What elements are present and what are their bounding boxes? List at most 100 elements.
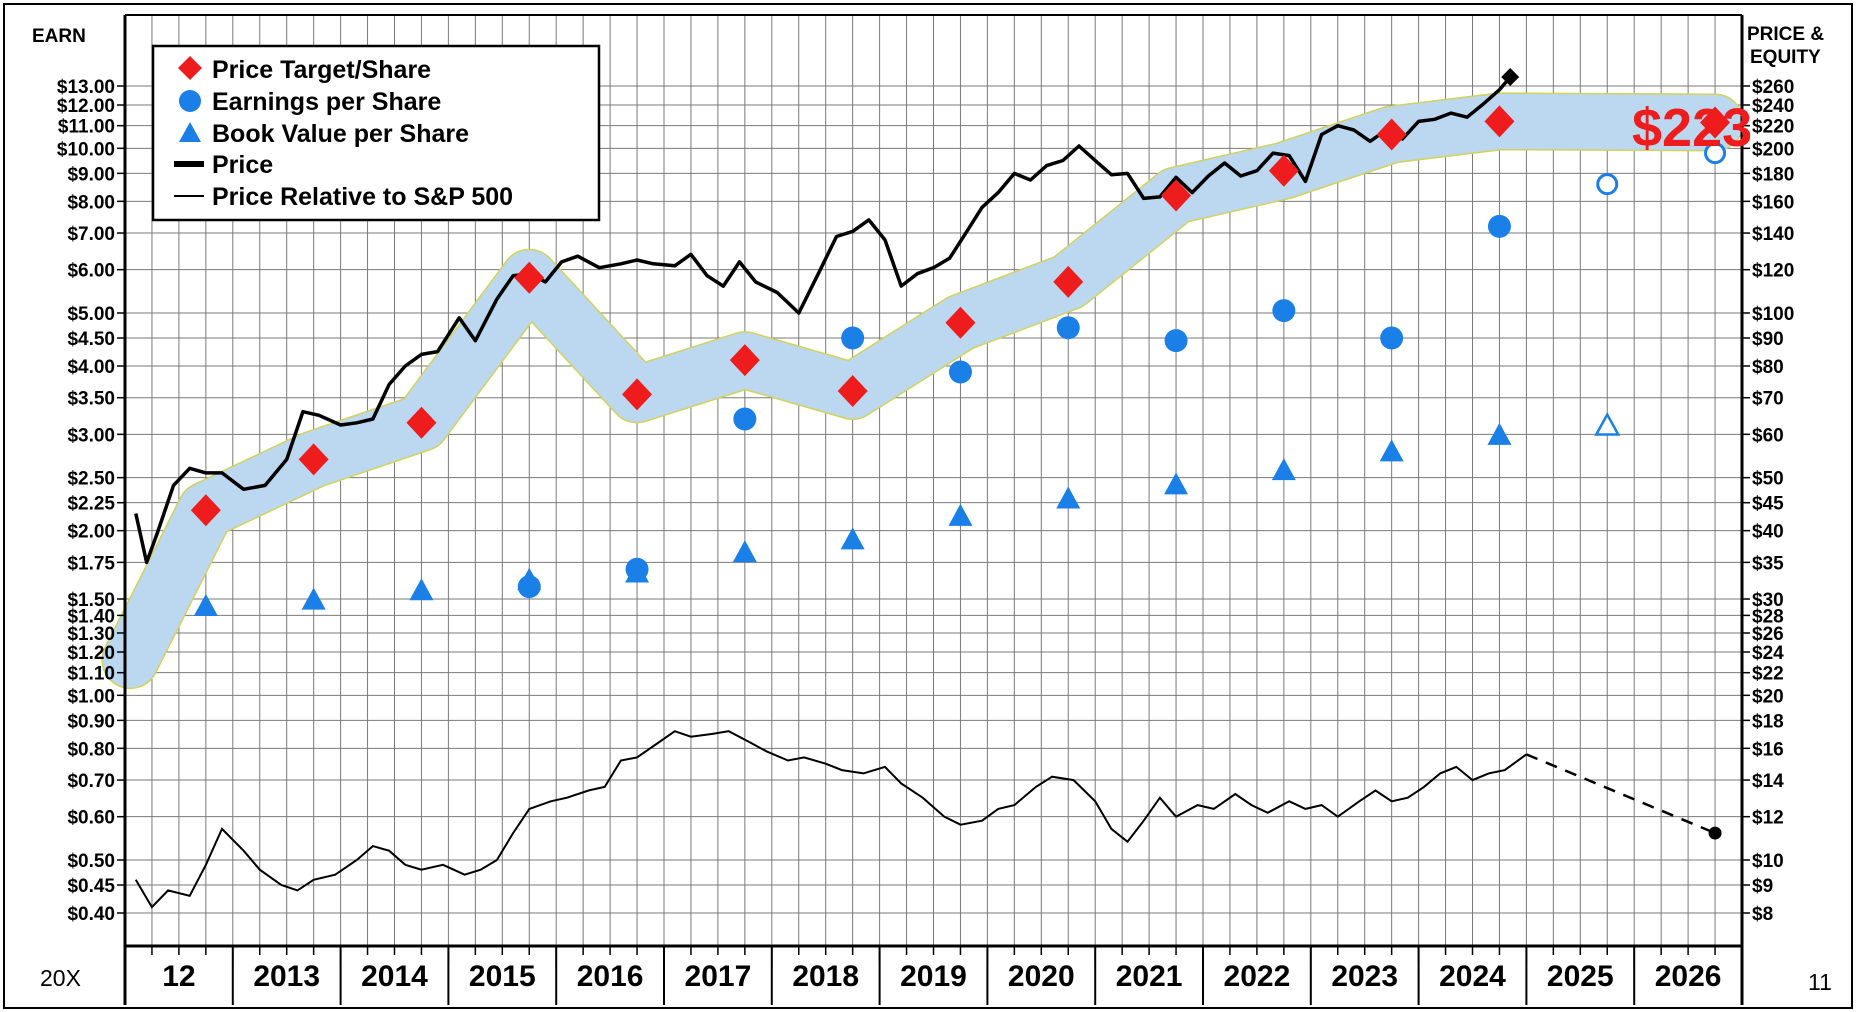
right-axis-tick-label: $8 [1752,904,1773,925]
x-axis-year-label: 12 [162,960,195,993]
right-axis-tick-label: $200 [1752,139,1794,160]
x-axis-year-label: 2021 [1116,960,1183,993]
earnings-point [517,575,541,599]
book-value-projected-point [1594,411,1621,436]
left-axis-tick-label: $1.20 [67,643,115,664]
left-axis-tick-label: $8.00 [67,192,115,213]
left-axis-tick-label: $10.00 [57,139,115,160]
x-axis-year-label: 2023 [1331,960,1398,993]
x-axis-year-label: 2014 [361,960,428,993]
left-axis-tick-label: $1.00 [67,686,115,707]
right-axis-tick-label: $14 [1752,771,1784,792]
left-axis-tick-label: $1.50 [67,590,115,611]
left-axis-tick-label: $0.50 [67,851,115,872]
x-axis-year-label: 2015 [469,960,536,993]
book-value-point [1487,422,1512,445]
book-value-point [409,578,434,601]
earnings-point [1164,329,1188,353]
relative-strength-series [134,730,1722,909]
left-axis-tick-label: $0.40 [67,904,115,925]
right-axis-tick-label: $140 [1752,224,1794,245]
relative-strength-line [134,730,1527,909]
right-axis-tick-label: $22 [1752,664,1784,685]
right-axis-tick-label: $18 [1752,711,1784,732]
book-value-point [732,540,757,563]
x-axis-year-label: 2013 [253,960,320,993]
price-target-point [622,378,653,411]
right-axis-tick-label: $60 [1752,425,1784,446]
x-axis-year-label: 2022 [1224,960,1291,993]
book-value-point [1056,486,1081,509]
price-target-point [514,261,545,294]
legend-target-marker [178,56,202,80]
left-axis-tick-label: $2.00 [67,522,115,543]
left-axis-tick-label: $2.25 [67,494,115,515]
legend-label-price: Price [212,151,273,179]
x-axis-year-label: 2019 [900,960,967,993]
earnings-projected-point [1596,173,1619,196]
left-axis-tick-label: $0.80 [67,739,115,760]
left-axis-tick-label: $4.00 [67,357,115,378]
price-target-point [406,406,437,439]
right-axis-tick-label: $80 [1752,357,1784,378]
left-axis-tick-label: $7.00 [67,224,115,245]
earnings-point [1056,316,1080,340]
left-axis-tick-label: $9.00 [67,164,115,185]
left-axis-tick-label: $1.30 [67,624,115,645]
price-target-point [1376,118,1407,151]
chart-frame [3,3,1853,1009]
left-axis-tick-label: $12.00 [57,96,115,117]
price-target-point [1161,179,1192,212]
price-target-point [1700,106,1731,139]
right-axis-tick-label: $180 [1752,164,1794,185]
footer-multiple: 20X [40,965,81,991]
right-axis-title-line1: PRICE & [1747,24,1824,45]
price-series [134,68,1520,565]
legend-label-earnings: Earnings per Share [212,88,441,116]
right-axis-tick-label: $45 [1752,494,1784,515]
earnings-point [1272,299,1296,323]
x-axis-year-label: 2024 [1439,960,1506,993]
right-axis-tick-label: $90 [1752,329,1784,350]
book-value-point [301,587,326,610]
legend-box [151,44,601,222]
earnings-point [625,557,649,581]
x-axis-year-label: 2020 [1008,960,1075,993]
left-axis-tick-label: $2.50 [67,469,115,490]
book-value-point [1379,439,1404,462]
book-value-point [1271,458,1296,481]
price-target-point [1268,154,1299,187]
right-axis-tick-label: $260 [1752,77,1794,98]
right-axis-tick-label: $12 [1752,808,1784,829]
right-axis-tick-label: $40 [1752,522,1784,543]
marker-series [190,105,1731,617]
price-target-point [1484,105,1515,138]
right-axis-tick-label: $9 [1752,876,1773,897]
left-axis-tick-label: $11.00 [58,117,115,138]
legend-label-target: Price Target/Share [212,56,431,84]
left-axis-tick-label: $4.50 [67,329,115,350]
left-axis-tick-label: $3.50 [67,389,115,410]
price-target-point [1053,265,1084,298]
book-value-point [193,594,218,617]
x-axis-year-label: 2018 [792,960,859,993]
x-axis-year-label: 2017 [685,960,752,993]
earnings-point [841,326,865,350]
right-axis-tick-label: $28 [1752,606,1784,627]
price-target-point [837,375,868,408]
footer-page-number: 11 [1808,969,1832,995]
price-target-point [190,494,221,527]
left-axis-tick-label: $1.10 [67,664,115,685]
x-axis-year-label: 2025 [1547,960,1614,993]
left-axis-tick-label: $0.60 [67,808,115,829]
left-axis-tick-label: $0.45 [67,876,115,897]
x-axis-year-label: 2016 [577,960,644,993]
left-axis-tick-label: $3.00 [67,425,115,446]
earnings-projected-point [1704,142,1727,165]
legend-book-marker [179,122,201,142]
book-value-point [1164,472,1189,495]
right-axis-tick-label: $35 [1752,553,1784,574]
left-axis-tick-label: $0.70 [67,771,115,792]
left-axis-tick-label: $13.00 [57,77,115,98]
